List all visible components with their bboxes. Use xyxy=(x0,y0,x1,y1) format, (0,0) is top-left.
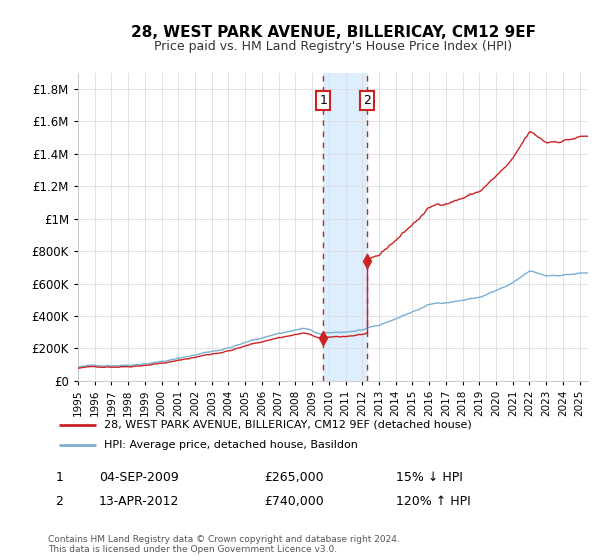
Text: Price paid vs. HM Land Registry's House Price Index (HPI): Price paid vs. HM Land Registry's House … xyxy=(154,40,512,53)
Text: HPI: Average price, detached house, Basildon: HPI: Average price, detached house, Basi… xyxy=(104,440,358,450)
Text: 28, WEST PARK AVENUE, BILLERICAY, CM12 9EF: 28, WEST PARK AVENUE, BILLERICAY, CM12 9… xyxy=(131,25,536,40)
Text: 120% ↑ HPI: 120% ↑ HPI xyxy=(396,495,471,508)
Text: 28, WEST PARK AVENUE, BILLERICAY, CM12 9EF (detached house): 28, WEST PARK AVENUE, BILLERICAY, CM12 9… xyxy=(104,420,472,430)
Text: 04-SEP-2009: 04-SEP-2009 xyxy=(99,470,179,484)
Text: 13-APR-2012: 13-APR-2012 xyxy=(99,495,179,508)
Text: Contains HM Land Registry data © Crown copyright and database right 2024.
This d: Contains HM Land Registry data © Crown c… xyxy=(48,535,400,554)
Bar xyxy=(323,73,367,381)
Text: £265,000: £265,000 xyxy=(264,470,323,484)
Text: 15% ↓ HPI: 15% ↓ HPI xyxy=(396,470,463,484)
Text: 1: 1 xyxy=(319,94,327,107)
Text: 2: 2 xyxy=(55,495,64,508)
Text: 2: 2 xyxy=(363,94,371,107)
Text: 1: 1 xyxy=(55,470,64,484)
Text: £740,000: £740,000 xyxy=(264,495,324,508)
